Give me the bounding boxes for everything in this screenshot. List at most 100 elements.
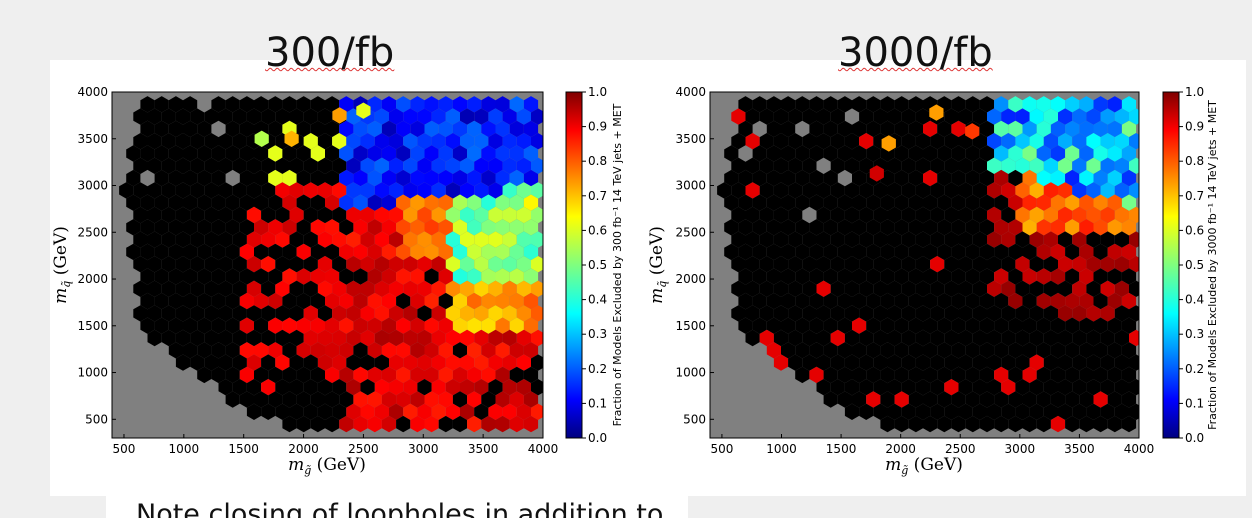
hex-bin xyxy=(979,268,995,285)
hex-bin xyxy=(133,182,148,199)
hex-bin xyxy=(1058,305,1073,322)
hex-bin xyxy=(1043,403,1058,420)
hex-bin xyxy=(852,194,867,211)
hex-bin xyxy=(809,120,824,138)
hex-bin xyxy=(781,292,796,310)
hex-bin xyxy=(823,194,838,211)
hex-bin xyxy=(901,108,916,125)
hex-bin xyxy=(197,292,212,310)
hex-bin xyxy=(339,268,354,285)
hex-bin xyxy=(915,354,931,371)
hex-bin xyxy=(389,206,404,224)
hex-bin xyxy=(837,391,852,408)
y-tick-label: 2000 xyxy=(675,272,706,286)
hex-bin xyxy=(1001,206,1016,224)
hex-bin xyxy=(1093,169,1108,187)
hex-bin xyxy=(802,108,817,125)
hex-bin xyxy=(140,317,155,334)
hex-bin xyxy=(303,182,318,199)
hex-bin xyxy=(325,342,340,359)
hex-bin xyxy=(802,280,817,297)
hex-bin xyxy=(1114,182,1129,199)
hex-bin xyxy=(168,96,183,113)
hex-bin xyxy=(246,354,262,371)
hex-bin xyxy=(275,256,290,273)
hex-bin xyxy=(1001,133,1016,150)
hex-bin xyxy=(1029,403,1044,420)
hex-bin xyxy=(389,354,404,371)
hex-bin xyxy=(773,305,789,322)
hex-bin xyxy=(852,317,867,334)
hex-bin xyxy=(844,305,860,322)
hex-bin xyxy=(1036,391,1051,408)
hex-bin xyxy=(915,329,931,347)
hex-bin xyxy=(802,256,817,273)
hex-bin xyxy=(994,391,1009,408)
hex-bin xyxy=(1079,268,1094,285)
hex-bin xyxy=(1001,305,1016,322)
hex-bin xyxy=(488,305,503,322)
hex-bin xyxy=(175,182,191,199)
hex-bin xyxy=(332,256,347,273)
hex-bin xyxy=(424,243,439,261)
colorbar-tick-label: 0.7 xyxy=(588,189,607,203)
hex-bin xyxy=(738,243,753,261)
hex-bin xyxy=(837,96,852,113)
hex-bin xyxy=(310,145,325,162)
hex-bin xyxy=(246,280,262,297)
hex-bin xyxy=(133,108,148,125)
hex-bin xyxy=(310,317,325,334)
hex-bin xyxy=(1043,182,1058,199)
hex-bin xyxy=(452,169,468,187)
hex-bin xyxy=(972,256,987,273)
hex-bin xyxy=(1015,206,1030,224)
hex-bin xyxy=(958,157,973,174)
hex-bin xyxy=(738,292,753,310)
hex-bin xyxy=(873,280,888,297)
hex-bin xyxy=(894,342,909,359)
hex-bin xyxy=(154,317,169,334)
hex-bin xyxy=(417,133,432,150)
hex-bin xyxy=(339,120,354,138)
hex-bin xyxy=(445,256,460,273)
hex-bin xyxy=(310,415,325,433)
hex-bin xyxy=(254,366,269,384)
hex-bin xyxy=(289,379,304,396)
hex-bin xyxy=(452,194,468,211)
hex-bin xyxy=(502,329,517,347)
hex-bin xyxy=(360,182,375,199)
hex-bin xyxy=(239,96,254,113)
hex-bin xyxy=(1029,157,1044,174)
hex-bin xyxy=(445,231,460,248)
hex-bin xyxy=(367,120,382,138)
hex-bin xyxy=(1050,145,1066,162)
hex-bin xyxy=(445,182,460,199)
hex-bin xyxy=(424,292,439,310)
hex-bin xyxy=(360,354,375,371)
hex-bin xyxy=(353,243,368,261)
hex-bin xyxy=(467,243,482,261)
hex-bin xyxy=(859,108,874,125)
hex-bin xyxy=(1079,169,1094,187)
hex-bin xyxy=(958,329,973,347)
hex-bin xyxy=(452,366,468,384)
hex-bin xyxy=(1086,108,1101,125)
hex-bin xyxy=(788,206,803,224)
hex-bin xyxy=(795,145,810,162)
hex-bin xyxy=(987,157,1002,174)
hex-bin xyxy=(303,305,318,322)
hex-bin xyxy=(1008,366,1023,384)
hex-bin xyxy=(1114,157,1129,174)
hex-bin xyxy=(1100,133,1115,150)
hex-bin xyxy=(1008,96,1023,113)
hex-bin xyxy=(296,243,311,261)
hex-bin xyxy=(460,133,475,150)
hex-bin xyxy=(930,231,945,248)
hex-bin xyxy=(509,194,524,211)
hex-bin xyxy=(887,403,902,420)
hex-bin xyxy=(951,120,966,138)
hex-bin xyxy=(1086,256,1101,273)
hex-bin xyxy=(1050,366,1066,384)
hex-bin xyxy=(788,231,803,248)
hex-bin xyxy=(987,354,1002,371)
